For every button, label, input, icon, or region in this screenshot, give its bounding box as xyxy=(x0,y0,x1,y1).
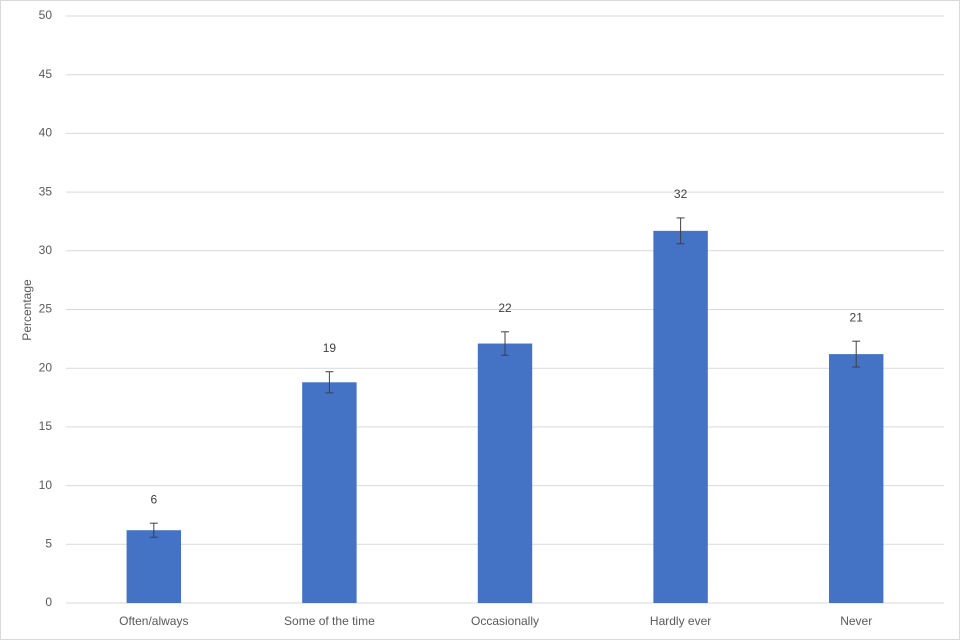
x-tick-label: Never xyxy=(840,614,872,628)
bar xyxy=(302,382,357,603)
error-bar xyxy=(501,331,509,356)
y-tick-label: 50 xyxy=(39,8,53,22)
error-bar xyxy=(149,522,158,538)
y-tick-label: 25 xyxy=(39,302,53,316)
y-axis-title: Percentage xyxy=(20,279,34,341)
y-tick-label: 35 xyxy=(39,184,53,198)
y-tick-label: 5 xyxy=(45,536,52,550)
error-bar xyxy=(676,217,685,245)
data-label: 22 xyxy=(498,301,512,315)
y-tick-label: 40 xyxy=(39,126,53,140)
bar xyxy=(828,354,884,603)
data-label: 32 xyxy=(674,187,688,201)
data-label: 6 xyxy=(150,492,157,506)
error-bar xyxy=(852,340,861,368)
bar xyxy=(477,343,533,603)
y-tick-label: 30 xyxy=(39,243,53,257)
y-tick-label: 15 xyxy=(39,419,53,433)
y-tick-label: 45 xyxy=(39,67,53,81)
y-tick-label: 20 xyxy=(39,360,53,374)
x-tick-label: Some of the time xyxy=(284,614,375,628)
x-tick-label: Often/always xyxy=(119,614,188,628)
data-label: 19 xyxy=(323,341,337,355)
y-tick-label: 0 xyxy=(45,595,52,609)
data-label: 21 xyxy=(850,310,864,324)
x-tick-label: Hardly ever xyxy=(650,614,711,628)
y-tick-label: 10 xyxy=(39,478,53,492)
error-bar xyxy=(325,371,334,394)
bar xyxy=(126,530,182,603)
x-tick-label: Occasionally xyxy=(471,614,539,628)
bar xyxy=(653,230,708,604)
